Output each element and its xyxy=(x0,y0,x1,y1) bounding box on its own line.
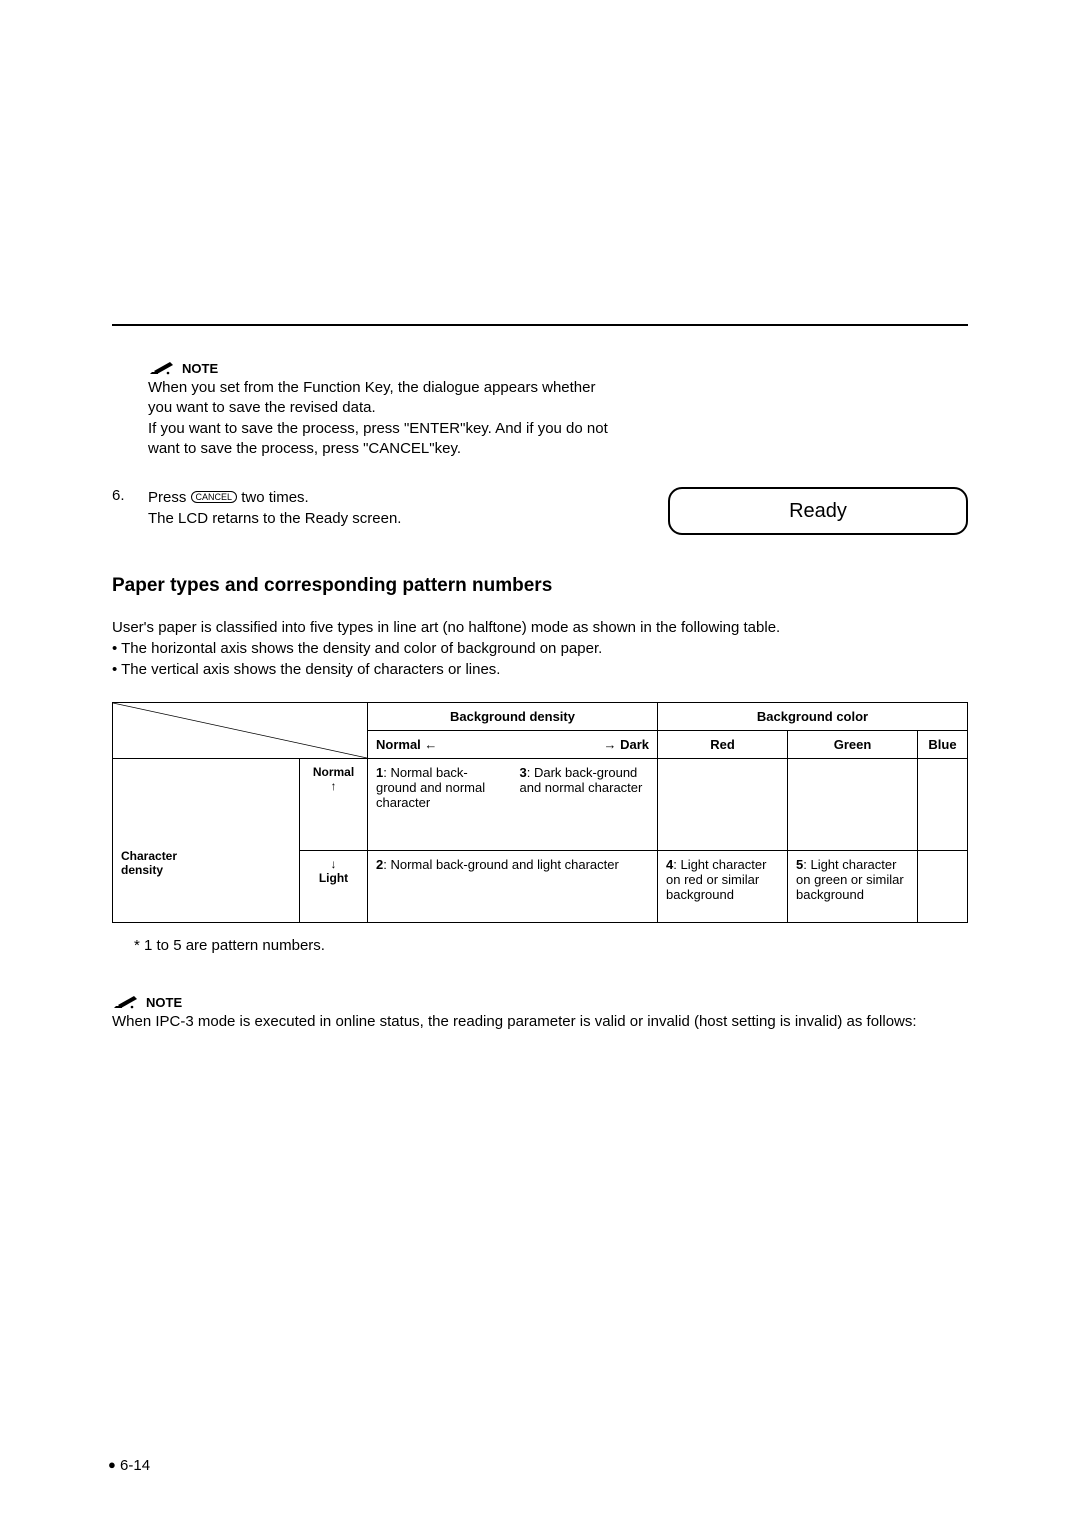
pattern-3-text: : Dark back-ground and normal character xyxy=(520,765,643,795)
char-density-w2: density xyxy=(121,863,163,877)
green-header: Green xyxy=(788,731,918,759)
note1-line1: When you set from the Function Key, the … xyxy=(148,379,595,416)
cell-red-normal xyxy=(658,759,788,851)
cell-green-normal xyxy=(788,759,918,851)
note-header-2: NOTE xyxy=(112,994,968,1010)
down-arrow-icon: ↓ xyxy=(331,857,337,871)
note-body-2: When IPC-3 mode is executed in online st… xyxy=(112,1012,968,1032)
lcd-display: Ready xyxy=(668,487,968,535)
top-divider xyxy=(112,324,968,326)
normal-label: Normal xyxy=(376,737,421,752)
pattern-footnote: * 1 to 5 are pattern numbers. xyxy=(134,937,968,954)
intro-b1: • The horizontal axis shows the density … xyxy=(112,638,968,659)
bg-color-header: Background color xyxy=(658,703,968,731)
pattern-1-text: : Normal back-ground and normal characte… xyxy=(376,765,485,810)
step6-after: two times. xyxy=(237,489,309,506)
pattern-4-text: : Light character on red or similar back… xyxy=(666,857,766,902)
step-row-6: 6. Press CANCEL two times. The LCD retar… xyxy=(112,487,968,535)
cell-blue-light xyxy=(918,851,968,923)
pencil-icon xyxy=(148,360,176,376)
table-row: Background density Background color xyxy=(113,703,968,731)
bullet-icon: ● xyxy=(108,1457,116,1472)
cancel-key-icon: CANCEL xyxy=(191,491,238,503)
density-range-header: Normal ← → Dark xyxy=(368,731,658,759)
pattern-5-text: : Light character on green or similar ba… xyxy=(796,857,904,902)
note-label-2: NOTE xyxy=(146,995,182,1010)
page-number: ● 6-14 xyxy=(108,1457,150,1474)
step6-line2: The LCD retarns to the Ready screen. xyxy=(148,510,401,527)
note1-line2: If you want to save the process, press "… xyxy=(148,420,608,457)
bg-density-header: Background density xyxy=(368,703,658,731)
pattern-table: Background density Background color Norm… xyxy=(112,702,968,923)
step-number: 6. xyxy=(112,487,148,504)
page-number-text: 6-14 xyxy=(120,1457,150,1474)
normal-vertical-cell: Normal↑ xyxy=(300,759,368,851)
table-row: Characterdensity Normal↑ 1: Normal back-… xyxy=(113,759,968,851)
right-arrow-icon: → xyxy=(603,737,616,752)
section-title: Paper types and corresponding pattern nu… xyxy=(112,575,968,597)
cell-5: 5: Light character on green or similar b… xyxy=(788,851,918,923)
intro-block: User's paper is classified into five typ… xyxy=(112,617,968,680)
step6-before: Press xyxy=(148,489,191,506)
char-density-w1: Character xyxy=(121,849,177,863)
pattern-2-text: : Normal back-ground and light character xyxy=(383,857,619,872)
pattern-3-num: 3 xyxy=(520,765,527,780)
note-block-1: NOTE When you set from the Function Key,… xyxy=(148,360,968,459)
char-density-header: Characterdensity xyxy=(113,759,300,923)
cell-blue-normal xyxy=(918,759,968,851)
note-header: NOTE xyxy=(148,360,968,376)
cell-2: 2: Normal back-ground and light characte… xyxy=(368,851,658,923)
step-text: Press CANCEL two times. The LCD retarns … xyxy=(148,487,568,529)
note-body-1: When you set from the Function Key, the … xyxy=(148,378,618,459)
dark-label: Dark xyxy=(620,737,649,752)
intro-b2: • The vertical axis shows the density of… xyxy=(112,659,968,680)
note-block-2: NOTE When IPC-3 mode is executed in onli… xyxy=(112,994,968,1032)
page-content: NOTE When you set from the Function Key,… xyxy=(112,360,968,1060)
cell-1-3: 1: Normal back-ground and normal charact… xyxy=(368,759,658,851)
light-vertical-cell: ↓Light xyxy=(300,851,368,923)
up-arrow-icon: ↑ xyxy=(331,779,337,793)
red-header: Red xyxy=(658,731,788,759)
cell-4: 4: Light character on red or similar bac… xyxy=(658,851,788,923)
blue-header: Blue xyxy=(918,731,968,759)
normal-v-label: Normal xyxy=(313,765,354,779)
pencil-icon xyxy=(112,994,140,1010)
lcd-text: Ready xyxy=(789,500,847,523)
light-v-label: Light xyxy=(319,871,348,885)
left-arrow-icon: ← xyxy=(424,737,437,752)
intro-p1: User's paper is classified into five typ… xyxy=(112,617,968,638)
note-label: NOTE xyxy=(182,361,218,376)
diagonal-header-cell xyxy=(113,703,368,759)
